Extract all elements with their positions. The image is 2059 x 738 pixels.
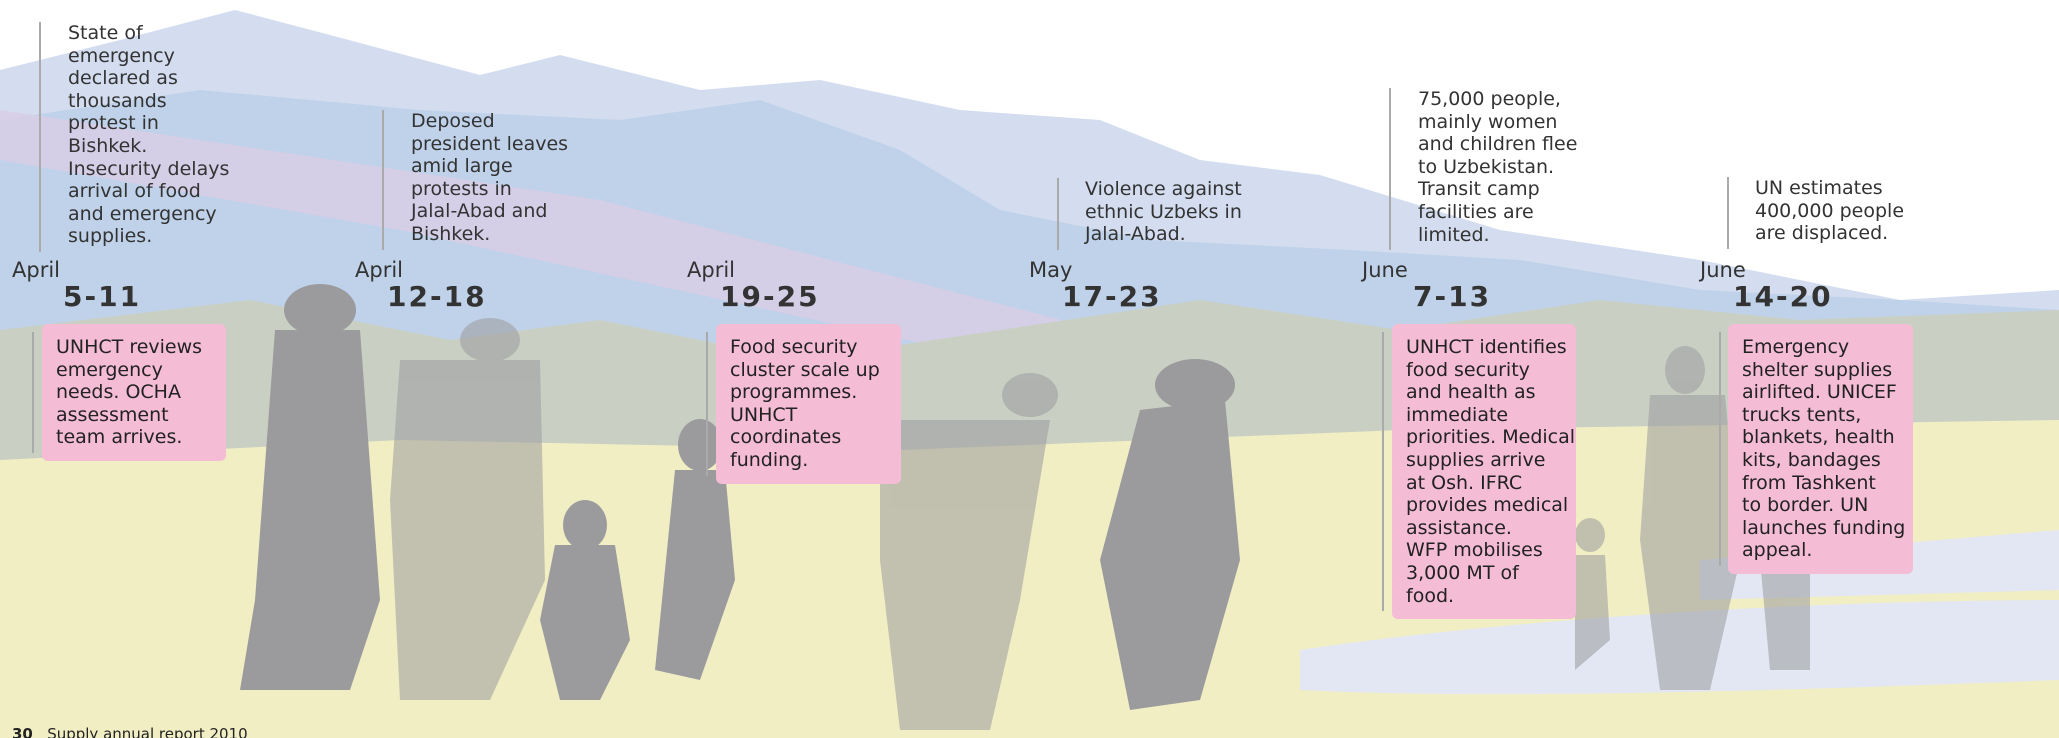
box-line-text: food security — [1406, 358, 1530, 381]
box-line-text: emergency — [56, 358, 163, 381]
event-note: UN estimates 400,000 people are displaced. — [1755, 177, 1904, 245]
note-line-text: mainly women — [1418, 110, 1558, 133]
page-number: 30 — [12, 725, 33, 738]
box-line-text: 3,000 MT of — [1406, 561, 1519, 584]
box-line-text: UNHCT identifies — [1406, 336, 1567, 358]
box-line-text: food. — [1406, 584, 1455, 607]
note-line-text: to Uzbekistan. — [1418, 155, 1555, 178]
note-line-text: arrival of food — [68, 180, 201, 203]
box-line-text: blankets, health — [1742, 426, 1895, 449]
note-line-text: State of — [68, 22, 143, 44]
box-line-text: provides medical — [1406, 494, 1569, 517]
note-line — [1057, 178, 1059, 250]
note-line-text: amid large — [411, 155, 513, 178]
note-line-text: supplies. — [68, 225, 153, 248]
days-label: 12-18 — [387, 280, 487, 313]
note-line-text: Violence against — [1085, 178, 1242, 200]
box-line-text: launches funding — [1742, 516, 1906, 539]
footer: 30 Supply annual report 2010 — [12, 725, 248, 738]
note-line — [1389, 88, 1391, 251]
event-box: Emergency shelter supplies airlifted. UNIC… — [1728, 324, 1913, 574]
month-label: April — [12, 258, 60, 282]
note-line-text: Transit camp — [1418, 178, 1540, 201]
month-label: June — [1700, 258, 1746, 282]
box-line-text: assessment — [56, 403, 169, 426]
box-line-text: airlifted. UNICEF — [1742, 381, 1897, 404]
note-line-text: Bishkek. — [68, 134, 148, 157]
box-line-text: Emergency — [1742, 336, 1850, 358]
box-line-text: trucks tents, — [1742, 403, 1862, 426]
box-line-text: kits, bandages — [1742, 448, 1881, 471]
note-line-text: emergency — [68, 44, 175, 67]
box-line-text: assistance. — [1406, 516, 1512, 539]
note-line-text: facilities are — [1418, 200, 1534, 223]
event-box: UNHCT reviews emergency needs. OCHA assessm… — [42, 324, 226, 461]
note-line-text: and emergency — [68, 202, 217, 225]
box-line-text: needs. OCHA — [56, 381, 181, 404]
note-line-text: Jalal-Abad. — [1085, 223, 1186, 246]
box-line-text: at Osh. IFRC — [1406, 471, 1523, 494]
box-line-text: cluster scale up — [730, 358, 880, 381]
note-line-text: 400,000 people — [1755, 199, 1905, 222]
note-line-text: Deposed — [411, 110, 495, 132]
box-line-text: team arrives. — [56, 426, 183, 449]
days-label: 14-20 — [1733, 280, 1833, 313]
event-note: Deposed president leaves amid large protest… — [411, 110, 568, 246]
note-line-text: protests in — [411, 177, 512, 200]
event-note: Violence against ethnic Uzbeks in Jalal-Ab… — [1085, 178, 1242, 246]
month-label: April — [687, 258, 735, 282]
box-line-text: and health as — [1406, 381, 1536, 404]
note-line-text: 75,000 people, — [1418, 88, 1561, 110]
note-line-text: ethnic Uzbeks in — [1085, 200, 1242, 223]
box-line-text: priorities. Medical — [1406, 426, 1576, 449]
note-line-text: president leaves — [411, 132, 569, 155]
footer-text: Supply annual report 2010 — [47, 725, 248, 738]
note-line-text: Bishkek. — [411, 222, 491, 245]
month-label: May — [1029, 258, 1073, 282]
box-line-text: from Tashkent — [1742, 471, 1876, 494]
note-line — [39, 22, 41, 252]
note-line-text: protest in — [68, 112, 159, 135]
note-line-text: declared as — [68, 67, 178, 90]
event-box: UNHCT identifies food security and health … — [1392, 324, 1576, 620]
note-line-text: Insecurity delays — [68, 157, 230, 180]
box-line-text: coordinates — [730, 426, 842, 449]
box-line-text: immediate — [1406, 403, 1509, 426]
box-line-text: shelter supplies — [1742, 358, 1893, 381]
box-line-text: UNHCT reviews — [56, 336, 203, 358]
box-line-text: funding. — [730, 448, 809, 471]
days-label: 5-11 — [63, 280, 142, 313]
box-line-text: supplies arrive — [1406, 448, 1546, 471]
box-line — [706, 332, 708, 476]
box-line — [1382, 332, 1384, 612]
box-line-text: to border. UN — [1742, 494, 1869, 517]
days-label: 17-23 — [1062, 280, 1162, 313]
note-line — [382, 110, 384, 250]
note-line-text: Jalal-Abad and — [411, 200, 548, 223]
note-line-text: limited. — [1418, 223, 1490, 246]
box-line-text: appeal. — [1742, 539, 1813, 562]
event-note: 75,000 people, mainly women and children f… — [1418, 88, 1577, 246]
event-note: State of emergency declared as thousands pro… — [68, 22, 229, 248]
note-line-text: and children flee — [1418, 133, 1578, 156]
note-line-text: UN estimates — [1755, 177, 1883, 199]
box-line-text: UNHCT — [730, 403, 798, 426]
days-label: 7-13 — [1413, 280, 1492, 313]
note-line-text: are displaced. — [1755, 222, 1889, 245]
box-line — [1719, 332, 1721, 566]
month-label: April — [355, 258, 403, 282]
month-label: June — [1362, 258, 1408, 282]
box-line-text: programmes. — [730, 381, 858, 404]
box-line — [32, 332, 34, 453]
note-line-text: thousands — [68, 89, 167, 112]
note-line — [1727, 177, 1729, 249]
box-line-text: WFP mobilises — [1406, 539, 1543, 562]
days-label: 19-25 — [720, 280, 820, 313]
event-box: Food security cluster scale up programmes.… — [716, 324, 901, 484]
box-line-text: Food security — [730, 336, 858, 358]
